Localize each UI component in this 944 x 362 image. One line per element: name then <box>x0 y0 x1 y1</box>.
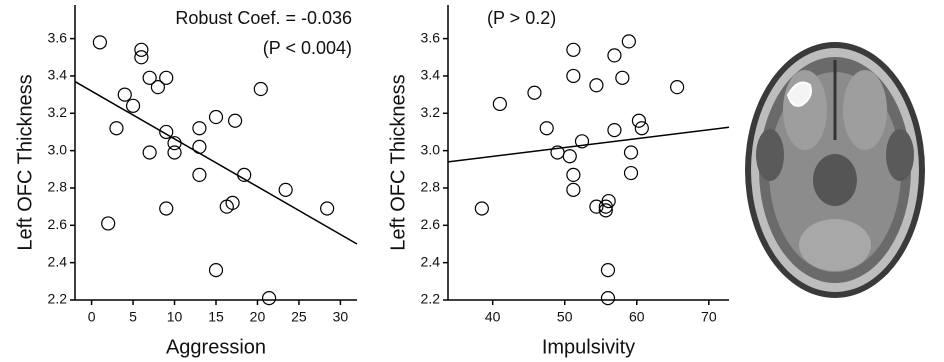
point <box>193 140 206 153</box>
y-tick-label: 3.6 <box>421 29 441 45</box>
point <box>540 122 553 135</box>
x-tick-label: 30 <box>333 309 349 325</box>
x-tick-label: 20 <box>250 309 266 325</box>
y-tick-label: 3.0 <box>421 141 441 157</box>
point <box>528 86 541 99</box>
point <box>616 71 629 84</box>
x-tick-label: 50 <box>557 309 573 325</box>
annotation: (P < 0.004) <box>263 38 352 58</box>
y-tick-label: 2.2 <box>421 291 441 307</box>
point <box>590 79 603 92</box>
x-tick-label: 15 <box>208 309 224 325</box>
point <box>321 202 334 215</box>
x-tick-label: 10 <box>167 309 183 325</box>
y-tick-label: 3.6 <box>48 29 68 45</box>
frontal-right <box>843 70 887 150</box>
y-tick-label: 2.6 <box>421 216 441 232</box>
point <box>567 183 580 196</box>
x-tick-label: 0 <box>88 309 96 325</box>
y-tick-label: 2.4 <box>421 253 441 269</box>
x-tick-label: 60 <box>629 309 645 325</box>
point <box>229 114 242 127</box>
point <box>563 150 576 163</box>
cerebellum <box>799 219 871 271</box>
point <box>625 146 638 159</box>
y-axis-title: Left OFC Thickness <box>387 74 409 250</box>
point <box>671 81 684 94</box>
point <box>193 168 206 181</box>
y-tick-label: 2.8 <box>48 179 68 195</box>
point <box>110 122 123 135</box>
point <box>635 122 648 135</box>
point <box>475 202 488 215</box>
point <box>93 36 106 49</box>
point <box>210 264 223 277</box>
point <box>263 292 276 305</box>
point <box>118 88 131 101</box>
point <box>168 146 181 159</box>
y-tick-label: 3.4 <box>48 67 68 83</box>
point <box>254 83 267 96</box>
point <box>102 217 115 230</box>
x-axis-title: Impulsivity <box>542 336 635 358</box>
point <box>193 122 206 135</box>
point <box>567 43 580 56</box>
y-tick-label: 3.2 <box>421 104 441 120</box>
point <box>279 183 292 196</box>
point <box>160 202 173 215</box>
x-tick-label: 40 <box>485 309 501 325</box>
page: 2.2 2.4 2.6 2.8 3.0 3.2 3.4 3.6 0 5 10 15 20 25 30 Aggr… <box>0 0 944 362</box>
annotation: (P > 0.2) <box>487 8 556 28</box>
point <box>632 114 645 127</box>
y-axis-title: Left OFC Thickness <box>14 74 36 250</box>
x-axis-title: Aggression <box>166 336 266 358</box>
annotation: Robust Coef. = -0.036 <box>175 8 352 28</box>
y-tick-label: 2.8 <box>421 179 441 195</box>
point <box>210 111 223 124</box>
point <box>127 99 140 112</box>
x-tick-label: 25 <box>291 309 307 325</box>
y-tick-label: 3.4 <box>421 67 441 83</box>
point <box>493 97 506 110</box>
point <box>622 35 635 48</box>
point <box>601 292 614 305</box>
point <box>567 69 580 82</box>
figure: 2.2 2.4 2.6 2.8 3.0 3.2 3.4 3.6 0 5 10 15 20 25 30 Aggr… <box>0 0 944 362</box>
fit-line <box>75 82 357 244</box>
temporal-left <box>756 129 784 181</box>
x-tick-label: 70 <box>701 309 717 325</box>
point <box>625 167 638 180</box>
point <box>608 49 621 62</box>
y-tick-label: 3.0 <box>48 141 68 157</box>
point <box>608 124 621 137</box>
y-tick-label: 2.6 <box>48 216 68 232</box>
y-tick-label: 3.2 <box>48 104 68 120</box>
fit-line <box>448 127 729 162</box>
temporal-right <box>886 129 914 181</box>
y-tick-label: 2.4 <box>48 253 68 269</box>
point <box>135 43 148 56</box>
x-tick-label: 5 <box>129 309 137 325</box>
point <box>567 168 580 181</box>
y-tick-label: 2.2 <box>48 291 68 307</box>
point <box>601 264 614 277</box>
point <box>135 51 148 64</box>
brain-image <box>745 42 925 298</box>
point <box>143 146 156 159</box>
point <box>160 71 173 84</box>
midbrain <box>813 154 857 206</box>
